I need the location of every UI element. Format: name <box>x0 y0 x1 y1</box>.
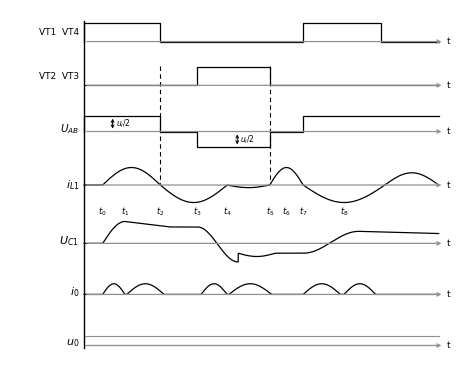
Text: $t_3$: $t_3$ <box>193 205 202 218</box>
Text: $t_2$: $t_2$ <box>156 205 164 218</box>
Text: t: t <box>447 290 450 299</box>
Text: t: t <box>447 37 450 46</box>
Text: $i_0$: $i_0$ <box>70 285 79 299</box>
Text: VT1  VT4: VT1 VT4 <box>39 28 79 37</box>
Text: $t_0$: $t_0$ <box>98 205 107 218</box>
Text: t: t <box>447 81 450 90</box>
Text: t: t <box>447 180 450 190</box>
Text: t: t <box>447 341 450 350</box>
Text: $t_6$: $t_6$ <box>282 205 291 218</box>
Text: $t_4$: $t_4$ <box>223 205 231 218</box>
Text: $t_8$: $t_8$ <box>340 205 348 218</box>
Text: $U_{AB}$: $U_{AB}$ <box>60 122 79 136</box>
Text: $U_{C1}$: $U_{C1}$ <box>60 234 79 248</box>
Text: $i_{L1}$: $i_{L1}$ <box>66 178 79 192</box>
Text: $t_5$: $t_5$ <box>266 205 274 218</box>
Text: t: t <box>447 127 450 136</box>
Text: t: t <box>447 239 450 248</box>
Text: $u_i/2$: $u_i/2$ <box>240 133 255 146</box>
Text: VT2  VT3: VT2 VT3 <box>39 71 79 80</box>
Text: $t_1$: $t_1$ <box>121 205 129 218</box>
Text: $t_7$: $t_7$ <box>299 205 307 218</box>
Text: $u_0$: $u_0$ <box>66 337 79 349</box>
Text: $u_i/2$: $u_i/2$ <box>116 117 131 130</box>
